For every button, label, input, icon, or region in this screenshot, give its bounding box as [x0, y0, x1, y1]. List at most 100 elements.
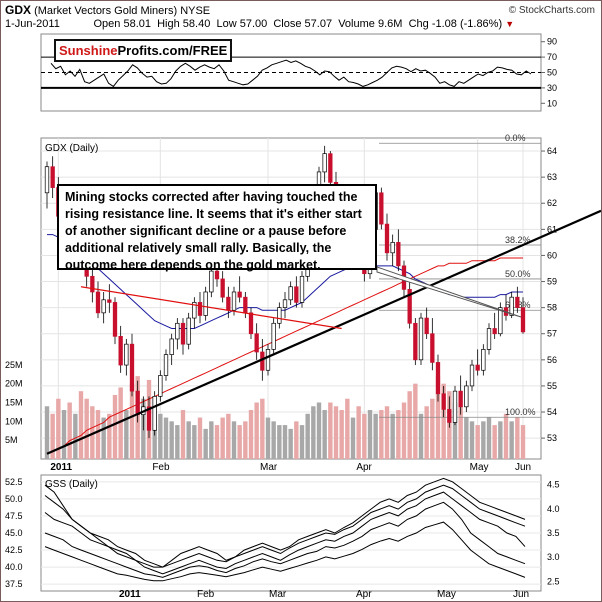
volume-value: 9.6M	[377, 18, 403, 30]
candle-body	[243, 296, 248, 314]
candle-body	[265, 349, 271, 371]
candle-body	[220, 278, 225, 298]
volume-bar	[78, 391, 84, 459]
candle-body	[186, 317, 191, 345]
volume-bar	[163, 417, 169, 459]
rsi-line	[50, 59, 532, 88]
low-value: 57.00	[239, 18, 268, 30]
volume-bar	[486, 417, 492, 459]
candle-body	[237, 291, 242, 298]
volume-bar	[413, 383, 418, 459]
candle-body	[107, 299, 112, 303]
candle-body	[288, 286, 293, 301]
candle-body	[452, 390, 458, 423]
candle-body	[441, 393, 446, 410]
volume-bar	[362, 413, 367, 459]
volume-bar	[107, 413, 112, 459]
volume-bar	[424, 406, 429, 459]
candle-body	[146, 406, 152, 431]
volume-bar	[294, 421, 299, 459]
candle-body	[260, 351, 265, 371]
volume-bar	[265, 417, 271, 459]
candle-body	[299, 275, 305, 303]
candle-body	[413, 322, 418, 361]
volume-bar	[197, 417, 203, 459]
price-y-tick: 58	[547, 303, 557, 313]
gss-x-tick: Feb	[197, 589, 215, 600]
volume-bar	[95, 410, 101, 459]
volume-bar	[328, 402, 333, 459]
volume-label: Volume	[338, 18, 375, 30]
close-label: Close	[273, 18, 302, 30]
volume-bar	[254, 402, 259, 459]
gss-y-tick-right: 4.5	[547, 480, 560, 490]
volume-bar	[220, 417, 225, 459]
volume-bar	[101, 417, 106, 459]
rsi-y-tick: 90	[547, 37, 557, 47]
fib-level-label: 38.2%	[505, 235, 531, 245]
candle-body	[152, 396, 157, 431]
volume-bar	[186, 421, 191, 459]
candle-body	[294, 286, 299, 303]
volume-bar	[299, 425, 305, 459]
volume-bar	[407, 391, 412, 459]
high-value: 58.40	[182, 18, 211, 30]
volume-bar	[390, 413, 395, 459]
candle-body	[447, 409, 452, 423]
candle-body	[469, 364, 475, 387]
credit-label[interactable]: © StockCharts.com	[508, 5, 595, 16]
candle-body	[520, 307, 526, 333]
volume-bar	[396, 410, 401, 459]
gss-y-tick-left: 47.5	[5, 511, 23, 521]
candle-body	[458, 390, 463, 408]
open-value: 58.01	[123, 18, 151, 30]
candle-body	[44, 166, 50, 194]
volume-bar	[248, 410, 254, 459]
candle-body	[118, 335, 123, 366]
volume-bar	[498, 421, 503, 459]
volume-bar	[282, 425, 288, 459]
candle-body	[379, 192, 384, 225]
volume-bar	[231, 421, 237, 459]
volume-bar	[90, 406, 95, 459]
volume-bar	[339, 410, 344, 459]
gss-y-tick-left: 37.5	[5, 579, 23, 589]
gss-series-line	[44, 501, 526, 578]
gss-x-tick: Mar	[269, 589, 287, 600]
price-y-tick: 60	[547, 250, 557, 260]
price-x-tick: Jun	[515, 462, 531, 473]
candle-body	[203, 291, 208, 316]
sunshine-profits-logo[interactable]: SunshineProfits.com/FREE	[54, 39, 233, 62]
trendline	[80, 286, 342, 330]
gss-y-tick-left: 40.0	[5, 562, 23, 572]
candle-body	[248, 312, 254, 335]
candle-body	[282, 299, 288, 308]
candle-body	[407, 289, 412, 324]
volume-y-tick: 10M	[5, 416, 23, 426]
volume-bar	[180, 410, 186, 459]
price-x-tick: Feb	[152, 462, 170, 473]
candle-body	[112, 302, 118, 337]
candle-body	[180, 322, 186, 345]
candle-body	[486, 328, 492, 350]
chart-header: GDX (Market Vectors Gold Miners) NYSE © …	[5, 3, 597, 33]
volume-bar	[316, 402, 322, 459]
candle-body	[135, 390, 140, 415]
gss-y-tick-left: 50.0	[5, 494, 23, 504]
candle-body	[396, 242, 401, 267]
volume-bar	[345, 398, 350, 459]
gss-y-tick-right: 3.0	[547, 552, 560, 562]
candle-body	[475, 364, 480, 371]
price-y-tick: 63	[547, 172, 557, 182]
volume-bar	[418, 413, 424, 459]
volume-bar	[192, 425, 197, 459]
volume-bar	[452, 402, 458, 459]
volume-bar	[158, 413, 163, 459]
price-y-tick: 54	[547, 407, 557, 417]
candle-body	[492, 328, 497, 335]
candle-body	[192, 302, 197, 319]
volume-bar	[73, 413, 78, 459]
candle-body	[101, 299, 106, 314]
gss-y-tick-right: 3.5	[547, 528, 560, 538]
candle-body	[254, 333, 259, 353]
